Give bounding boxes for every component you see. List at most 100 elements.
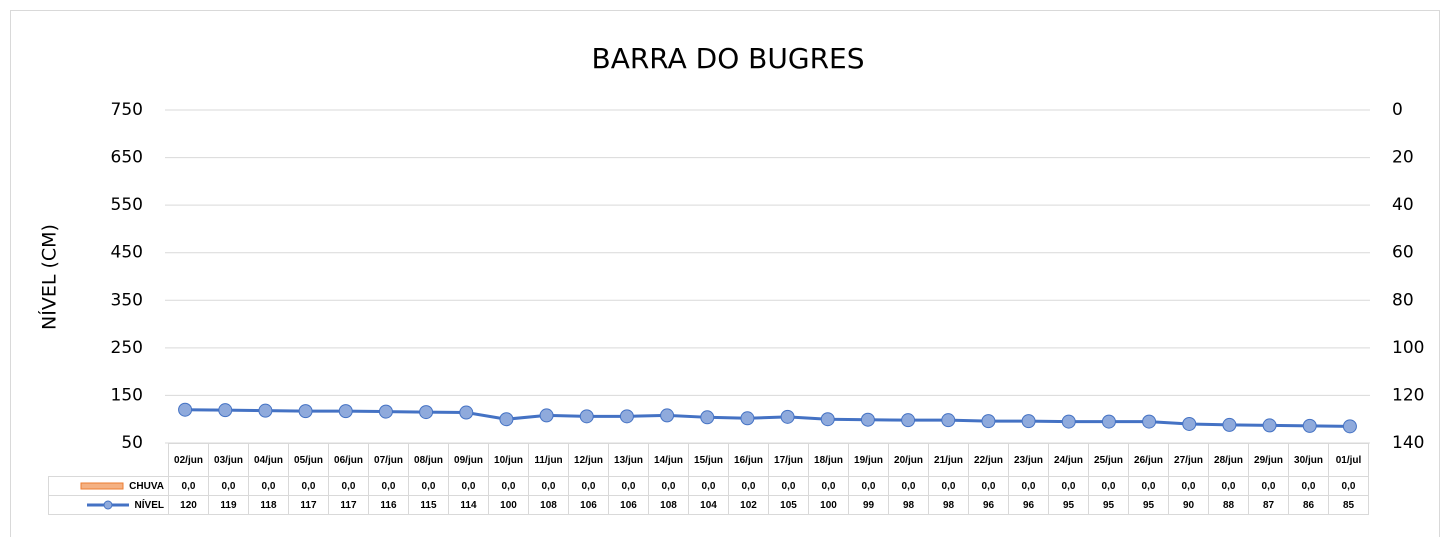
data-label: 0,0 (408, 476, 449, 496)
line-marker (1302, 418, 1317, 433)
x-tick-label: 09/jun (448, 443, 489, 477)
x-tick-label: 10/jun (488, 443, 529, 477)
data-label: 0,0 (848, 476, 889, 496)
legend-marker-swatch (103, 500, 113, 510)
x-tick-label: 04/jun (248, 443, 289, 477)
data-label: 0,0 (568, 476, 609, 496)
data-label: 90 (1168, 495, 1209, 515)
x-tick-label: 07/jun (368, 443, 409, 477)
line-marker (981, 414, 996, 429)
data-label: 0,0 (328, 476, 369, 496)
data-label: 0,0 (1248, 476, 1289, 496)
x-tick-label: 13/jun (608, 443, 649, 477)
x-tick-label: 25/jun (1088, 443, 1129, 477)
line-marker (298, 404, 313, 419)
data-label: 0,0 (168, 476, 209, 496)
legend-swatch (86, 500, 129, 510)
data-label: 98 (928, 495, 969, 515)
x-tick-label: 14/jun (648, 443, 689, 477)
data-label: 85 (1328, 495, 1369, 515)
legend-label: CHUVA (129, 480, 164, 492)
data-label: 115 (408, 495, 449, 515)
line-marker (378, 404, 393, 419)
x-tick-label: 22/jun (968, 443, 1009, 477)
line-marker (941, 413, 956, 428)
data-label: 119 (208, 495, 249, 515)
data-label: 117 (328, 495, 369, 515)
line-marker (619, 409, 634, 424)
line-marker (1342, 419, 1357, 434)
x-tick-label: 11/jun (528, 443, 569, 477)
data-label: 95 (1088, 495, 1129, 515)
y-tick-label: 350 (111, 290, 143, 310)
x-tick-label: 08/jun (408, 443, 449, 477)
x-tick-label: 28/jun (1208, 443, 1249, 477)
x-tick-label: 12/jun (568, 443, 609, 477)
line-marker (178, 402, 193, 417)
data-label: 100 (808, 495, 849, 515)
data-label: 0,0 (368, 476, 409, 496)
line-marker (1222, 417, 1237, 432)
data-label: 118 (248, 495, 289, 515)
data-label: 0,0 (448, 476, 489, 496)
y-tick-label: 250 (111, 338, 143, 358)
data-label: 0,0 (528, 476, 569, 496)
data-label: 0,0 (728, 476, 769, 496)
line-marker (660, 408, 675, 423)
x-tick-label: 02/jun (168, 443, 209, 477)
line-marker (1182, 416, 1197, 431)
data-label: 108 (528, 495, 569, 515)
x-tick-label: 29/jun (1248, 443, 1289, 477)
x-tick-label: 21/jun (928, 443, 969, 477)
data-label: 114 (448, 495, 489, 515)
data-label: 0,0 (768, 476, 809, 496)
data-label: 120 (168, 495, 209, 515)
line-marker (780, 409, 795, 424)
legend-entry: CHUVA (48, 476, 169, 496)
legend-swatch (80, 482, 124, 490)
chart-title: BARRA DO BUGRES (591, 42, 864, 75)
line-marker (579, 409, 594, 424)
line-marker (1061, 414, 1076, 429)
data-label: 105 (768, 495, 809, 515)
table-header-row: 02/jun 03/jun 04/jun 05/jun 06/jun 07/jun 08/j… (49, 443, 1369, 477)
data-label: 102 (728, 495, 769, 515)
data-table: 02/jun 03/jun 04/jun 05/jun 06/jun 07/jun 08/j… (48, 443, 1369, 515)
line-marker (1101, 414, 1116, 429)
x-tick-label: 17/jun (768, 443, 809, 477)
data-label: 0,0 (1088, 476, 1129, 496)
x-tick-label: 06/jun (328, 443, 369, 477)
line-marker (419, 405, 434, 420)
line-marker (1021, 414, 1036, 429)
data-label: 96 (1008, 495, 1049, 515)
x-tick-label: 19/jun (848, 443, 889, 477)
y2-tick-label: 120 (1392, 385, 1424, 405)
x-tick-label: 03/jun (208, 443, 249, 477)
data-label: 0,0 (208, 476, 249, 496)
x-tick-label: 20/jun (888, 443, 929, 477)
data-label: 0,0 (1168, 476, 1209, 496)
data-label: 88 (1208, 495, 1249, 515)
line-marker (860, 412, 875, 427)
data-label: 106 (568, 495, 609, 515)
y2-tick-label: 140 (1392, 433, 1424, 453)
x-tick-label: 27/jun (1168, 443, 1209, 477)
data-label: 0,0 (1128, 476, 1169, 496)
data-label: 0,0 (1288, 476, 1329, 496)
data-label: 106 (608, 495, 649, 515)
data-label: 0,0 (928, 476, 969, 496)
data-label: 0,0 (888, 476, 929, 496)
y2-tick-label: 80 (1392, 290, 1414, 310)
x-tick-label: 23/jun (1008, 443, 1049, 477)
x-tick-label: 16/jun (728, 443, 769, 477)
y-tick-label: 650 (111, 148, 143, 168)
data-label: 98 (888, 495, 929, 515)
y-tick-label: 50 (121, 433, 143, 453)
data-label: 95 (1128, 495, 1169, 515)
y2-tick-label: 0 (1392, 100, 1403, 120)
y2-tick-label: 20 (1392, 148, 1414, 168)
line-marker (1262, 418, 1277, 433)
data-label: 95 (1048, 495, 1089, 515)
x-tick-label: 26/jun (1128, 443, 1169, 477)
y-tick-label: 150 (111, 385, 143, 405)
